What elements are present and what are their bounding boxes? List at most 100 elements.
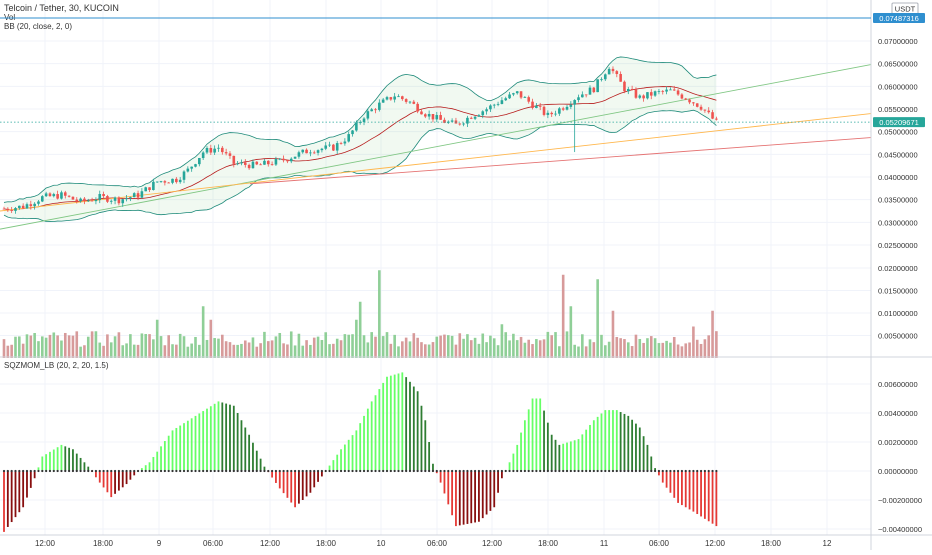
momentum-bar <box>386 376 388 471</box>
volume-bar <box>546 331 550 358</box>
momentum-tick-label: −0.00200000 <box>878 496 922 505</box>
candle-body <box>198 158 201 165</box>
squeeze-dot <box>140 469 143 473</box>
candle-body <box>695 103 699 107</box>
momentum-bar <box>405 377 408 471</box>
candle-body <box>420 111 423 115</box>
momentum-bar <box>359 423 362 471</box>
volume-bar <box>217 338 220 358</box>
volume-bar <box>236 344 239 358</box>
squeeze-dot <box>531 469 534 473</box>
momentum-bar <box>550 434 553 471</box>
volume-bar <box>646 338 649 358</box>
momentum-bar <box>328 465 331 471</box>
momentum-bar <box>569 441 572 471</box>
candle-body <box>282 158 285 161</box>
volume-bar <box>312 337 316 358</box>
volume-bar <box>44 337 48 358</box>
volume-bar <box>355 319 358 358</box>
momentum-bar <box>102 471 105 488</box>
candle-body <box>416 103 419 112</box>
squeeze-dot <box>604 469 607 473</box>
squeeze-dot <box>688 469 691 473</box>
squeeze-dot <box>45 469 48 473</box>
squeeze-dot <box>631 469 634 473</box>
candle-body <box>642 95 645 99</box>
momentum-bar <box>206 408 208 471</box>
bb-upper-band <box>3 56 717 203</box>
squeeze-dot <box>64 469 67 473</box>
volume-bar <box>278 332 282 358</box>
momentum-bar <box>41 456 44 471</box>
momentum-bar <box>523 420 526 471</box>
candle-body <box>527 97 531 102</box>
squeeze-dot <box>98 469 101 473</box>
squeeze-dot <box>2 469 6 473</box>
candle-body <box>385 97 389 100</box>
candle-body <box>558 108 561 114</box>
price-tick-label: 0.03500000 <box>878 196 918 205</box>
candle-body <box>106 196 109 202</box>
time-axis[interactable]: 12:00 18:00 9 06:00 12:00 18:00 10 06:00 12:00 18… <box>35 539 832 548</box>
volume-bar <box>18 336 21 358</box>
squeeze-dot <box>397 469 400 473</box>
trendline-green[interactable] <box>0 64 872 230</box>
candle-body <box>217 147 220 149</box>
trendline-red[interactable] <box>249 137 872 185</box>
volume-bar <box>178 333 182 358</box>
candle-body <box>148 187 151 191</box>
momentum-bar <box>79 457 82 471</box>
volume-bar <box>669 342 672 358</box>
trendline-orange[interactable] <box>0 113 872 212</box>
volume-bar <box>33 333 36 358</box>
momentum-bar <box>566 442 568 471</box>
squeeze-dot <box>79 469 82 473</box>
candle-body <box>531 101 534 108</box>
squeeze-dot <box>692 469 695 473</box>
volume-bar <box>477 343 481 358</box>
candle-body <box>263 160 266 165</box>
volume-bar <box>289 331 293 358</box>
trend-lines[interactable] <box>0 64 872 230</box>
volume-bar <box>692 326 695 358</box>
momentum-bar <box>10 471 13 523</box>
squeeze-dot <box>405 469 408 473</box>
candle-body <box>324 145 328 149</box>
squeeze-dot <box>707 469 710 473</box>
momentum-bar <box>121 471 124 488</box>
candle-body <box>711 112 714 119</box>
candle-body <box>607 68 611 75</box>
squeeze-dot <box>408 469 412 473</box>
volume-bar <box>626 342 630 358</box>
volume-bar <box>485 342 488 358</box>
squeeze-dot <box>236 469 239 473</box>
volume-bar <box>175 344 178 358</box>
volume-bar <box>684 343 688 358</box>
volume-bar <box>232 344 236 358</box>
volume-bar <box>129 334 132 358</box>
momentum-bars <box>2 372 718 532</box>
momentum-bar <box>658 471 660 476</box>
time-tick-label: 9 <box>157 539 162 548</box>
volume-bar <box>347 334 350 358</box>
squeeze-dot <box>661 469 664 473</box>
squeeze-dot <box>60 469 63 473</box>
squeeze-dot <box>657 469 661 473</box>
volume-bar <box>489 335 492 358</box>
volume-bar <box>182 336 186 358</box>
candle-body <box>657 91 661 92</box>
squeeze-dot <box>562 469 565 473</box>
volume-bar <box>186 346 190 358</box>
squeeze-dot <box>217 469 220 473</box>
momentum-bar <box>684 471 687 508</box>
momentum-bar <box>160 446 162 471</box>
volume-bar <box>561 274 565 358</box>
price-axis[interactable]: 0.07000000 0.06500000 0.06000000 0.05500000… <box>878 37 922 534</box>
volume-bar <box>144 334 148 358</box>
candle-body <box>41 196 44 202</box>
momentum-bar <box>481 471 484 519</box>
candle-body <box>301 149 305 153</box>
squeeze-dot <box>416 469 419 473</box>
